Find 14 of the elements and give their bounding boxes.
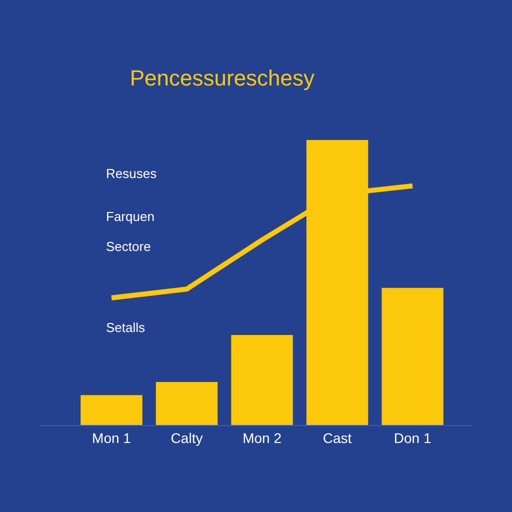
x-tick-label: Mon 1 [92,430,132,446]
bar [231,334,293,425]
x-tick-label: Calty [170,430,203,446]
x-tick-label: Mon 2 [242,430,282,446]
bar [382,288,444,425]
annotation: Sectore [106,239,151,254]
chart-title: Pencessureschesy [130,66,315,91]
bar [156,382,218,425]
annotation: Resuses [106,166,158,181]
x-tick-label: Don 1 [394,430,432,446]
annotation: Farquen [106,209,154,224]
bar [80,395,142,425]
annotation: Setalls [106,320,146,335]
x-tick-label: Cast [322,430,352,446]
